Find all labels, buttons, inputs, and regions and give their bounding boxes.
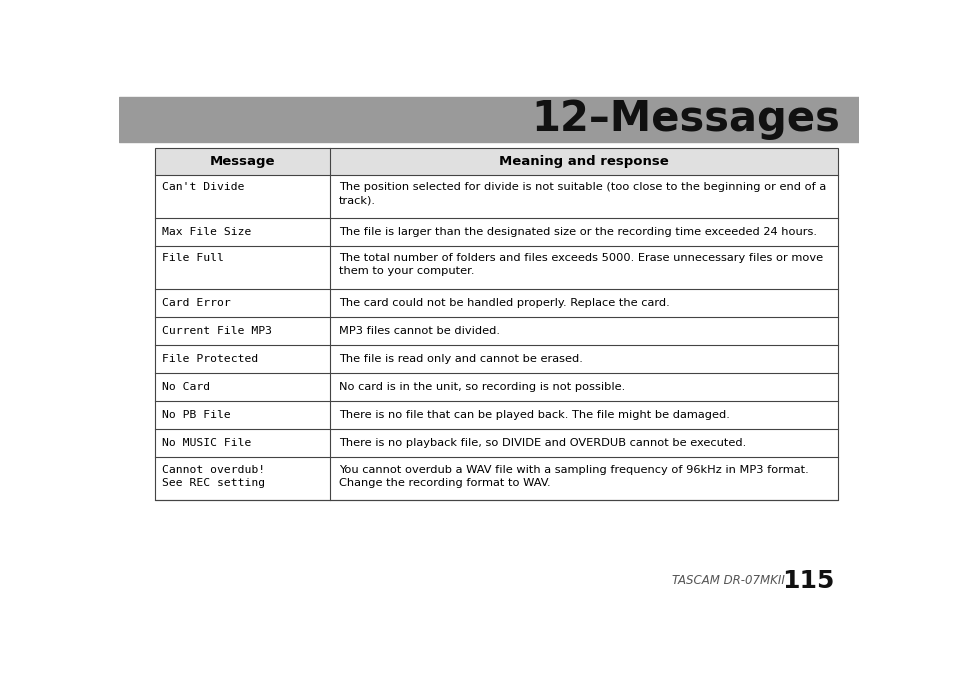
- Text: No Card: No Card: [162, 382, 210, 392]
- Bar: [119, 97, 858, 142]
- Bar: [154, 148, 837, 500]
- Text: 115: 115: [781, 569, 834, 593]
- Text: The total number of folders and files exceeds 5000. Erase unnecessary files or m: The total number of folders and files ex…: [338, 253, 822, 276]
- Text: The file is larger than the designated size or the recording time exceeded 24 ho: The file is larger than the designated s…: [338, 227, 816, 237]
- Text: No MUSIC File: No MUSIC File: [162, 438, 252, 448]
- Text: No PB File: No PB File: [162, 410, 231, 421]
- Text: TASCAM DR-07MKII: TASCAM DR-07MKII: [671, 574, 783, 587]
- Text: You cannot overdub a WAV file with a sampling frequency of 96kHz in MP3 format.
: You cannot overdub a WAV file with a sam…: [338, 464, 808, 488]
- Text: Card Error: Card Error: [162, 298, 231, 308]
- Text: The file is read only and cannot be erased.: The file is read only and cannot be eras…: [338, 354, 582, 364]
- Text: Max File Size: Max File Size: [162, 227, 252, 237]
- Text: File Protected: File Protected: [162, 354, 258, 364]
- Text: No card is in the unit, so recording is not possible.: No card is in the unit, so recording is …: [338, 382, 624, 392]
- Text: The position selected for divide is not suitable (too close to the beginning or : The position selected for divide is not …: [338, 182, 825, 205]
- Text: File Full: File Full: [162, 253, 224, 263]
- Text: Current File MP3: Current File MP3: [162, 326, 272, 336]
- Text: Meaning and response: Meaning and response: [498, 155, 668, 167]
- Text: Message: Message: [210, 155, 274, 167]
- Text: Can't Divide: Can't Divide: [162, 182, 244, 192]
- Text: Cannot overdub!
See REC setting: Cannot overdub! See REC setting: [162, 464, 265, 488]
- Text: 12–Messages: 12–Messages: [531, 99, 840, 140]
- Text: MP3 files cannot be divided.: MP3 files cannot be divided.: [338, 326, 499, 336]
- Bar: [154, 148, 837, 175]
- Text: The card could not be handled properly. Replace the card.: The card could not be handled properly. …: [338, 298, 669, 308]
- Text: There is no file that can be played back. The file might be damaged.: There is no file that can be played back…: [338, 410, 729, 421]
- Text: There is no playback file, so DIVIDE and OVERDUB cannot be executed.: There is no playback file, so DIVIDE and…: [338, 438, 745, 448]
